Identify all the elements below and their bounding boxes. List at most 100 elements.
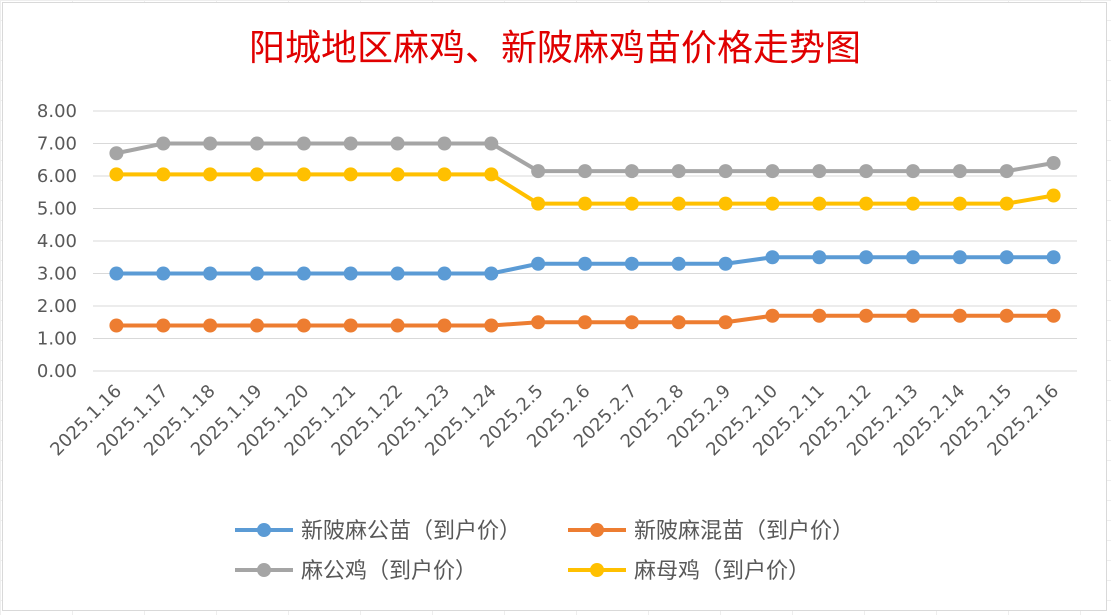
series-2 xyxy=(109,136,1061,179)
data-point xyxy=(999,196,1014,211)
data-point xyxy=(859,164,874,179)
data-point xyxy=(484,167,499,182)
data-point xyxy=(203,318,218,333)
data-point xyxy=(203,167,218,182)
legend-item: 麻公鸡（到户价） xyxy=(235,559,477,584)
data-point xyxy=(156,167,171,182)
data-point xyxy=(437,266,452,281)
data-point xyxy=(531,164,546,179)
data-point xyxy=(296,167,311,182)
data-point xyxy=(109,266,124,281)
y-tick-label: 7.00 xyxy=(37,134,77,155)
data-point xyxy=(484,266,499,281)
legend: 新陂麻公苗（到户价） 新陂麻混苗（到户价） 麻公鸡（到户价） 麻母鸡（到户价） xyxy=(235,519,854,584)
data-point xyxy=(999,250,1014,265)
legend-marker xyxy=(590,563,604,577)
legend-label: 新陂麻公苗（到户价） xyxy=(301,519,521,544)
data-point xyxy=(203,266,218,281)
data-point xyxy=(437,167,452,182)
data-point xyxy=(343,318,358,333)
data-point xyxy=(1046,308,1061,323)
data-point xyxy=(624,164,639,179)
data-point xyxy=(156,136,171,151)
series-1 xyxy=(109,308,1061,333)
data-point xyxy=(390,136,405,151)
y-tick-label: 8.00 xyxy=(37,101,77,122)
data-point xyxy=(906,308,920,323)
series-0 xyxy=(109,250,1061,281)
data-point xyxy=(906,196,920,211)
x-axis-tick-labels: 2025.1.162025.1.172025.1.182025.1.192025… xyxy=(46,381,1063,461)
data-point xyxy=(296,136,311,151)
data-point xyxy=(765,250,780,265)
data-point xyxy=(156,318,171,333)
legend-item: 新陂麻公苗（到户价） xyxy=(235,519,521,544)
data-point xyxy=(671,196,686,211)
data-point xyxy=(765,164,780,179)
data-point xyxy=(531,256,546,271)
data-point xyxy=(906,250,920,265)
data-point xyxy=(718,164,733,179)
y-tick-label: 1.00 xyxy=(37,329,77,350)
data-point xyxy=(390,266,405,281)
legend-marker xyxy=(257,563,271,577)
data-point xyxy=(859,196,874,211)
legend-item: 麻母鸡（到户价） xyxy=(568,559,810,584)
data-point xyxy=(718,196,733,211)
data-point xyxy=(952,196,967,211)
data-point xyxy=(203,136,218,151)
series-group xyxy=(109,136,1061,333)
data-point xyxy=(296,318,311,333)
data-point xyxy=(1046,156,1061,170)
data-point xyxy=(999,164,1014,179)
data-point xyxy=(624,196,639,211)
data-point xyxy=(531,196,546,211)
data-point xyxy=(343,136,358,151)
legend-label: 新陂麻混苗（到户价） xyxy=(634,519,854,544)
data-point xyxy=(109,146,124,161)
data-point xyxy=(624,256,639,271)
y-tick-label: 2.00 xyxy=(37,296,77,317)
data-point xyxy=(859,250,874,265)
data-point xyxy=(999,308,1014,323)
data-point xyxy=(624,315,639,330)
data-point xyxy=(578,164,592,179)
data-point xyxy=(437,318,452,333)
data-point xyxy=(765,308,780,323)
y-tick-label: 5.00 xyxy=(37,199,77,220)
data-point xyxy=(531,315,546,330)
data-point xyxy=(671,164,686,179)
data-point xyxy=(671,256,686,271)
data-point xyxy=(671,315,686,330)
data-point xyxy=(859,308,874,323)
data-point xyxy=(1046,188,1061,203)
data-point xyxy=(765,196,780,211)
data-point xyxy=(484,136,499,151)
data-point xyxy=(250,136,264,151)
data-point xyxy=(156,266,171,281)
data-point xyxy=(390,167,405,182)
data-point xyxy=(296,266,311,281)
data-point xyxy=(718,256,733,271)
legend-marker xyxy=(257,523,271,537)
data-point xyxy=(718,315,733,330)
data-point xyxy=(952,164,967,179)
chart-title: 阳城地区麻鸡、新陂麻鸡苗价格走势图 xyxy=(249,28,861,69)
data-point xyxy=(437,136,452,151)
y-tick-label: 3.00 xyxy=(37,264,77,285)
y-tick-label: 6.00 xyxy=(37,166,77,187)
data-point xyxy=(109,167,124,182)
data-point xyxy=(343,266,358,281)
data-point xyxy=(250,167,264,182)
data-point xyxy=(952,250,967,265)
data-point xyxy=(906,164,920,179)
data-point xyxy=(578,256,592,271)
legend-label: 麻母鸡（到户价） xyxy=(634,559,810,584)
data-point xyxy=(812,196,827,211)
data-point xyxy=(390,318,405,333)
data-point xyxy=(578,315,592,330)
data-point xyxy=(250,318,264,333)
data-point xyxy=(812,250,827,265)
data-point xyxy=(578,196,592,211)
